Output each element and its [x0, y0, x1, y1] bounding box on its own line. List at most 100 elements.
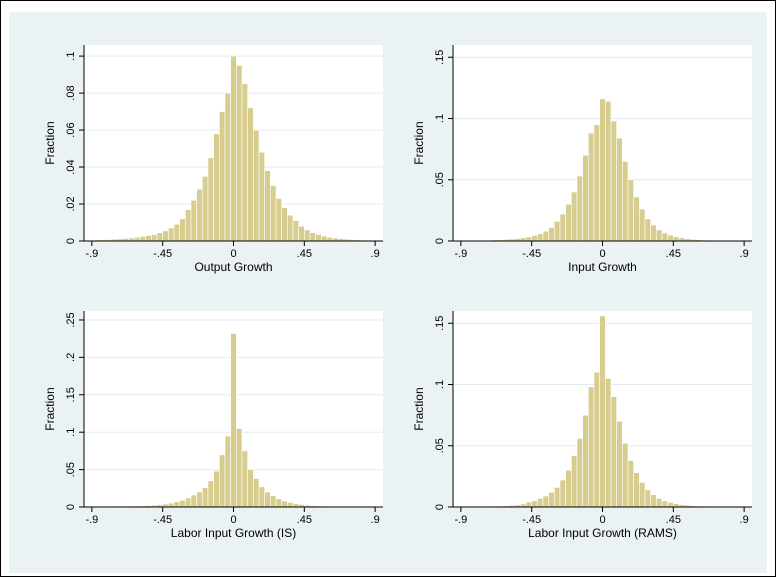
- histogram-bar: [605, 101, 612, 242]
- x-axis-title: Input Growth: [568, 260, 637, 274]
- histogram-bar: [548, 491, 555, 508]
- histogram-bar: [326, 237, 333, 242]
- histogram-bar: [650, 224, 657, 242]
- histogram-bar: [559, 479, 566, 508]
- x-axis-title: Labor Input Growth (IS): [171, 526, 296, 540]
- histogram-bar: [667, 234, 674, 242]
- histogram-bar: [599, 315, 606, 508]
- histogram-bar: [145, 235, 152, 242]
- histogram-bar: [275, 198, 282, 242]
- histogram-bar: [219, 111, 226, 242]
- histogram-bar: [656, 229, 663, 242]
- histogram-bar: [168, 502, 175, 508]
- histogram-bar: [537, 498, 544, 508]
- histogram-bar: [207, 157, 214, 242]
- histogram-bar: [639, 482, 646, 508]
- histogram-bar: [610, 120, 617, 242]
- y-tick-label: 0: [434, 238, 446, 244]
- y-tick-label: .04: [65, 159, 77, 174]
- histogram-bar: [213, 470, 220, 508]
- histogram-bar: [582, 154, 589, 242]
- histogram-bar: [213, 133, 220, 242]
- histogram-bar: [525, 501, 532, 508]
- histogram-bar: [224, 92, 231, 242]
- histogram-bar: [185, 497, 192, 508]
- histogram-bar: [531, 235, 538, 242]
- histogram-bar: [661, 500, 668, 508]
- x-tick-label: 0: [599, 248, 605, 260]
- histogram-bar: [151, 234, 158, 242]
- x-tick-label: 0: [230, 514, 236, 526]
- histogram-bar: [156, 232, 163, 242]
- histogram-bar: [287, 502, 294, 508]
- histogram-bar: [281, 500, 288, 508]
- y-tick-label: 0: [65, 238, 77, 244]
- histogram-bar: [134, 237, 141, 242]
- histogram-bar: [275, 498, 282, 508]
- x-tick-label: .9: [740, 514, 749, 526]
- x-tick-label: .9: [371, 248, 380, 260]
- histogram-bar: [236, 65, 243, 242]
- histogram-bar: [650, 494, 657, 508]
- histogram-bar: [582, 414, 589, 508]
- x-tick-label: -.9: [85, 248, 98, 260]
- histogram-bar: [139, 236, 146, 242]
- x-tick-label: .45: [297, 248, 312, 260]
- y-axis-title: Fraction: [43, 387, 57, 430]
- x-tick-label: -.45: [522, 514, 541, 526]
- y-tick-label: .05: [434, 172, 446, 187]
- histogram-bar: [644, 218, 651, 242]
- histogram-bar: [196, 188, 203, 242]
- histogram-bar: [258, 151, 265, 242]
- x-tick-label: .45: [666, 248, 681, 260]
- histogram-bar: [644, 489, 651, 508]
- y-tick-label: .1: [65, 52, 77, 61]
- histogram-bar: [542, 495, 549, 508]
- y-tick-label: .25: [65, 312, 77, 327]
- histogram-bar: [315, 234, 322, 242]
- histogram-bar: [633, 472, 640, 508]
- y-tick-label: .2: [65, 353, 77, 362]
- histogram-bar: [537, 233, 544, 242]
- histogram-bar: [605, 378, 612, 508]
- x-tick-label: .45: [297, 514, 312, 526]
- histogram-bar: [258, 486, 265, 508]
- histogram-bar: [185, 209, 192, 242]
- histogram-bar: [588, 132, 595, 242]
- x-tick-label: -.9: [454, 514, 467, 526]
- histogram-bar: [639, 208, 646, 242]
- histogram-bar: [667, 502, 674, 508]
- histogram-bar: [230, 55, 237, 242]
- histogram-bar: [253, 478, 260, 508]
- histogram-bar: [298, 225, 305, 242]
- histogram-bar: [610, 396, 617, 508]
- histogram-bar: [173, 224, 180, 242]
- histogram-bar: [542, 230, 549, 242]
- x-tick-label: .9: [371, 514, 380, 526]
- histogram-bar: [616, 137, 623, 242]
- histogram-bar: [622, 442, 629, 508]
- histogram-bar: [202, 487, 209, 508]
- histogram-bar: [525, 236, 532, 242]
- histogram-bar: [616, 420, 623, 508]
- y-axis-title: Fraction: [43, 121, 57, 164]
- x-tick-label: -.45: [153, 514, 172, 526]
- x-tick-label: 0: [599, 514, 605, 526]
- histogram-bar: [224, 435, 231, 508]
- histogram-bar: [190, 200, 197, 242]
- y-tick-label: .1: [65, 428, 77, 437]
- histogram-bar: [173, 501, 180, 508]
- x-tick-label: -.9: [85, 514, 98, 526]
- histogram-bar: [281, 207, 288, 242]
- histogram-panel-3: -.9 -.45 0 .45 .9 0 .05 .1 .15 .2 .25 Labor Input G…: [43, 311, 383, 540]
- histogram-bar: [241, 450, 248, 508]
- histogram-bar: [162, 230, 169, 242]
- histogram-bar: [576, 175, 583, 242]
- histogram-bar: [270, 185, 277, 242]
- histogram-bar: [599, 98, 606, 242]
- y-axis-title: Fraction: [412, 387, 426, 430]
- y-tick-label: .1: [434, 380, 446, 389]
- histogram-bar: [247, 469, 254, 508]
- y-tick-label: .06: [65, 122, 77, 137]
